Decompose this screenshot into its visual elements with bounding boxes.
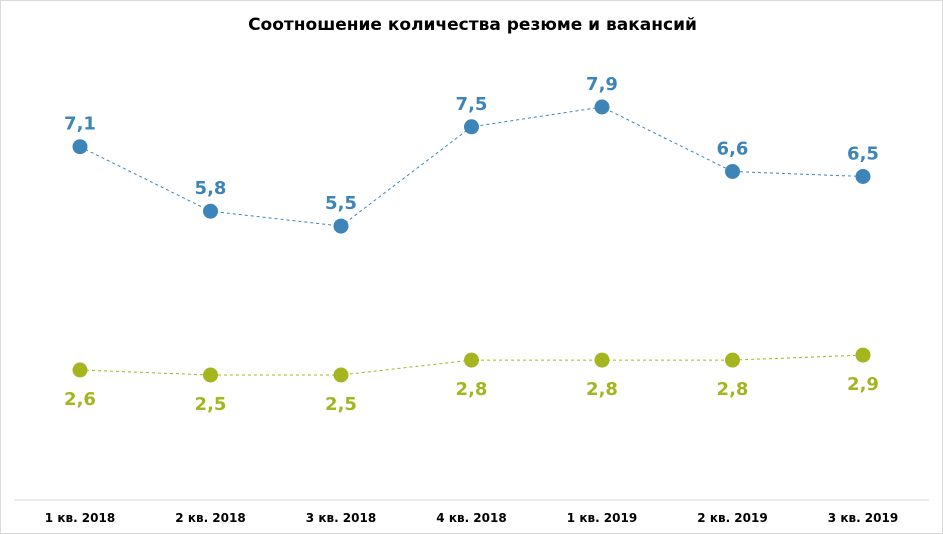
series-1-point [72, 139, 88, 155]
series-2-data-label: 2,9 [847, 374, 879, 395]
x-tick-label: 4 кв. 2018 [436, 511, 506, 525]
x-axis-ticks: 1 кв. 2018 2 кв. 2018 3 кв. 2018 4 кв. 2018… [45, 511, 898, 525]
series-2-point [855, 347, 871, 363]
series-1-data-label: 7,1 [64, 114, 96, 135]
x-tick-label: 3 кв. 2019 [828, 511, 898, 525]
x-tick-label: 1 кв. 2019 [567, 511, 637, 525]
series-2-data-label: 2,5 [325, 394, 357, 415]
series-2-point [725, 352, 740, 368]
series-2-point [464, 352, 479, 368]
series-2-data-label: 2,6 [64, 389, 96, 410]
series-2-point [203, 367, 218, 383]
x-tick-label: 2 кв. 2019 [697, 511, 767, 525]
series-1-point [855, 169, 871, 184]
x-tick-label: 1 кв. 2018 [45, 511, 115, 525]
x-tick-label: 3 кв. 2018 [306, 511, 376, 525]
series-1-point [203, 203, 218, 219]
series-1-data-label: 7,5 [456, 94, 488, 115]
series-2-data-label: 2,5 [195, 394, 227, 415]
series-2-data-label: 2,8 [586, 379, 618, 400]
series-2-data-label: 2,8 [717, 379, 749, 400]
series-2: 2,6 2,5 2,5 2,8 2,8 2,8 2,9 [64, 347, 879, 415]
series-1-data-label: 7,9 [586, 74, 618, 95]
series-layer: 7,15,85,57,57,96,6 6,52,6 2,5 2,52,8 2,8 2,8 2… [64, 74, 879, 415]
series-1-data-label: 5,8 [195, 178, 227, 199]
series-1-point [725, 164, 740, 179]
series-2-point [333, 367, 349, 383]
x-tick-label: 2 кв. 2018 [175, 511, 245, 525]
series-1-data-label: 6,6 [717, 139, 749, 160]
series-2-point [72, 362, 88, 378]
series-1-point [464, 119, 479, 135]
series-1-data-label: 5,5 [325, 193, 357, 214]
series-1-data-label: 6,5 [847, 144, 879, 165]
series-1-point [333, 218, 349, 234]
series-2-point [594, 352, 610, 368]
series-2-data-label: 2,8 [456, 379, 488, 400]
series-1-point [594, 99, 610, 115]
chart-title: Соотношение количества резюме и вакансий [248, 15, 697, 35]
series-1: 7,1 5,8 5,5 7,5 7,9 6,6 6,5 [64, 74, 879, 234]
